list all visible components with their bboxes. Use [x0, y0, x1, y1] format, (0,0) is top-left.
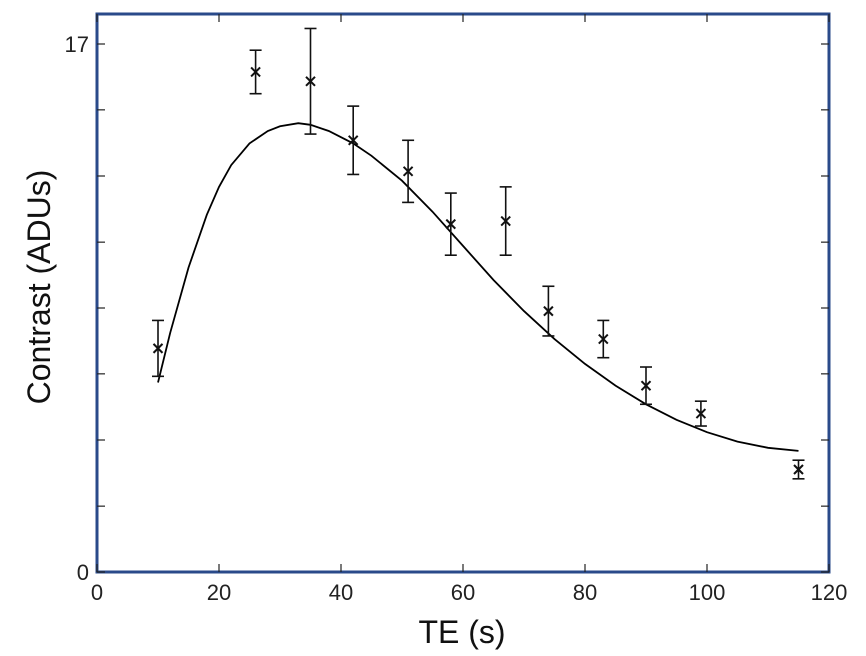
x-tick-label: 80: [573, 580, 597, 605]
x-marker-stroke-b: [598, 333, 609, 345]
data-point: [792, 459, 805, 480]
y-axis-title: Contrast (ADUs): [21, 170, 57, 405]
x-tick-label: 60: [451, 580, 475, 605]
y-tick-label: 0: [77, 560, 89, 585]
data-point: [402, 139, 415, 204]
x-marker-stroke-b: [640, 380, 652, 391]
data-point: [444, 192, 457, 256]
x-axis-title: TE (s): [418, 614, 505, 650]
x-tick-label: 0: [91, 580, 103, 605]
y-tick-label: 17: [65, 32, 89, 57]
data-point: [249, 49, 262, 95]
plot-frame: [95, 12, 831, 574]
x-marker-stroke-b: [500, 215, 511, 227]
x-marker-stroke-b: [152, 343, 164, 354]
x-marker-stroke-b: [250, 66, 261, 78]
x-marker-stroke-b: [445, 218, 457, 230]
x-marker-stroke-b: [305, 76, 316, 87]
data-point: [542, 285, 555, 337]
data-point: [694, 400, 707, 427]
fit-curve: [157, 122, 799, 452]
x-tick-label: 100: [689, 580, 726, 605]
data-point: [499, 186, 512, 256]
x-marker-stroke-b: [347, 135, 359, 146]
data-point: [304, 27, 317, 135]
x-tick-label: 20: [207, 580, 231, 605]
x-marker-stroke-b: [543, 305, 554, 317]
x-marker-stroke-b: [695, 408, 707, 419]
x-tick-label: 40: [329, 580, 353, 605]
x-marker-stroke-b: [402, 166, 414, 177]
data-point: [597, 319, 610, 359]
data-point: [347, 105, 360, 176]
data-point: [640, 366, 652, 406]
x-marker-stroke-b: [793, 464, 804, 475]
data-point: [152, 319, 164, 378]
x-tick-label: 120: [811, 580, 848, 605]
